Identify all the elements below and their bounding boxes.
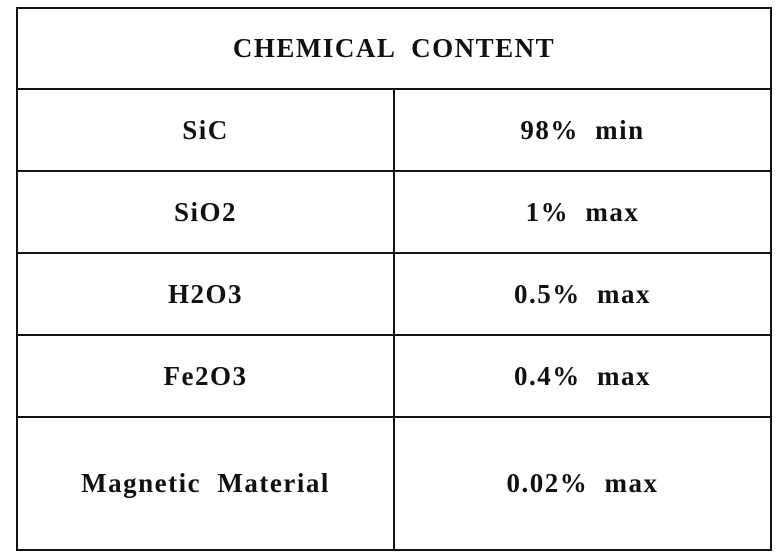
table-title: CHEMICAL CONTENT (16, 7, 772, 90)
row: SiC 98% min (16, 88, 772, 172)
chemical-table: CHEMICAL CONTENT SiC 98% min SiO2 1% max… (16, 7, 772, 551)
row: Fe2O3 0.4% max (16, 334, 772, 418)
content: 0.02% max (393, 416, 772, 551)
content: 0.4% max (393, 334, 772, 418)
component: SiO2 (16, 170, 395, 254)
row: Magnetic Material 0.02% max (16, 416, 772, 551)
content: 1% max (393, 170, 772, 254)
component: Fe2O3 (16, 334, 395, 418)
row: H2O3 0.5% max (16, 252, 772, 336)
content: 98% min (393, 88, 772, 172)
header-row: CHEMICAL CONTENT (16, 7, 772, 90)
component: H2O3 (16, 252, 395, 336)
row: SiO2 1% max (16, 170, 772, 254)
component: Magnetic Material (16, 416, 395, 551)
component: SiC (16, 88, 395, 172)
content: 0.5% max (393, 252, 772, 336)
